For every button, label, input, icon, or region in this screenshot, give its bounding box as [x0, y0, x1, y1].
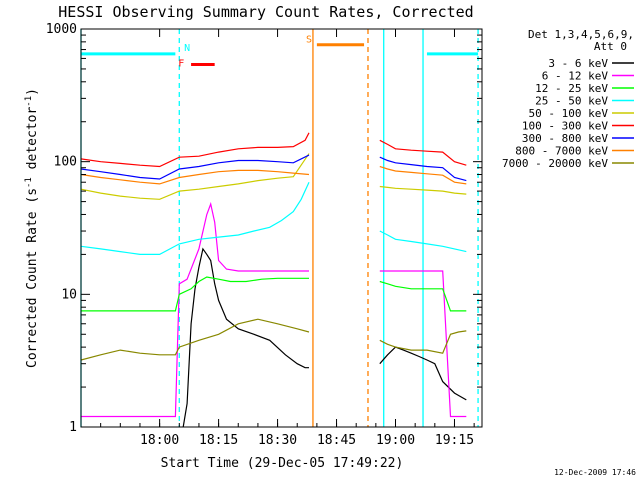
series-line-5 [80, 132, 467, 168]
chart-title: HESSI Observing Summary Count Rates, Cor… [58, 3, 473, 21]
y-tick-label-2: 100 [54, 155, 77, 170]
x-axis-label: Start Time (29-Dec-05 17:49:22) [161, 456, 404, 471]
legend-label-3: 25 - 50 keV [535, 95, 608, 108]
x-tick-label-2: 18:30 [258, 433, 297, 448]
legend-label-7: 800 - 7000 keV [515, 145, 608, 158]
flag-label-2: S [306, 35, 312, 46]
legend-label-6: 300 - 800 keV [522, 132, 608, 145]
plot-area: NF S [80, 29, 479, 427]
legend-label-2: 12 - 25 keV [535, 82, 608, 95]
axis-ticks: 18:00 18:15 18:30 18:45 19:00 19:15 1 10 100 1000 [46, 22, 482, 448]
y-axis-label: Corrected Count Rate (s-1 detector-1) [24, 88, 40, 368]
series-line-1 [81, 201, 467, 418]
x-tick-label-1: 18:15 [199, 433, 238, 448]
legend-label-5: 100 - 300 keV [522, 120, 608, 133]
x-tick-label-3: 18:45 [317, 433, 356, 448]
timestamp: 12-Dec-2009 17:46 [554, 468, 636, 477]
series-line-4 [80, 153, 467, 200]
legend-label-1: 6 - 12 keV [542, 70, 609, 83]
data-series [80, 132, 467, 428]
series-line-0 [182, 247, 467, 428]
series-line-2 [81, 276, 467, 312]
x-tick-label-5: 19:15 [435, 433, 474, 448]
y-tick-label-0: 1 [69, 420, 77, 435]
legend-label-0: 3 - 6 keV [548, 57, 608, 70]
y-tick-label-1: 10 [61, 287, 77, 302]
x-tick-label-4: 19:00 [376, 433, 415, 448]
series-line-7 [80, 165, 467, 185]
series-line-8 [80, 318, 467, 361]
flag-label-1: F [178, 59, 184, 70]
legend-label-8: 7000 - 20000 keV [502, 157, 608, 170]
legend-header-1: Det 1,3,4,5,6,9, [528, 28, 634, 41]
x-tick-label-0: 18:00 [140, 433, 179, 448]
legend-label-4: 50 - 100 keV [529, 107, 609, 120]
y-tick-label-3: 1000 [46, 22, 77, 37]
plot-frame [80, 28, 483, 428]
series-line-3 [80, 181, 467, 255]
flag-label-0: N [184, 43, 190, 54]
series-line-6 [80, 154, 467, 182]
legend-header-2: Att 0 [594, 40, 627, 53]
